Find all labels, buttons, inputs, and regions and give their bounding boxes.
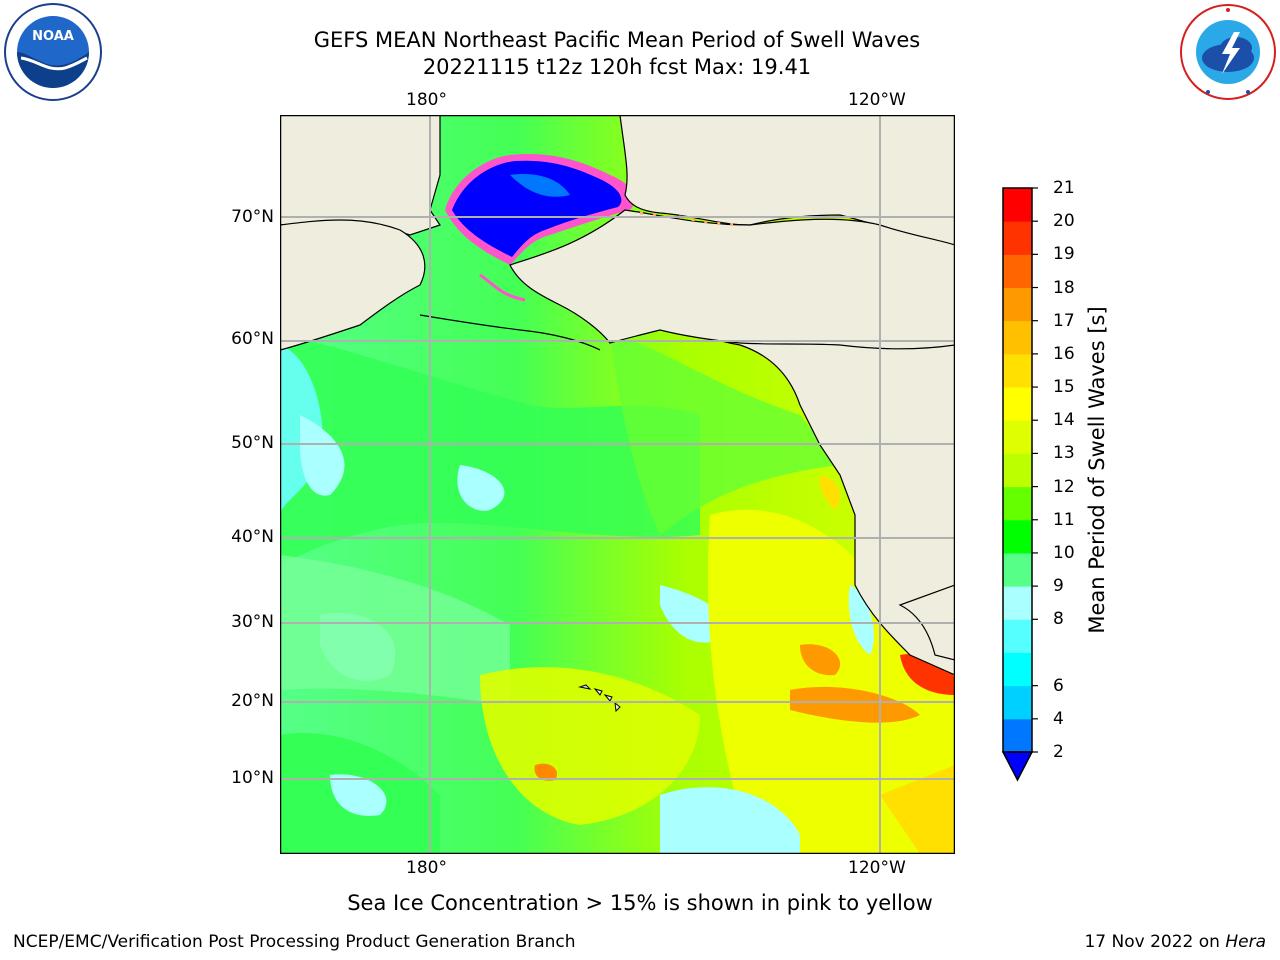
lon-label-bottom-120w: 120°W — [848, 858, 906, 878]
lat-label-40n: 40°N — [231, 527, 274, 547]
colorbar-tick-label: 15 — [1053, 377, 1075, 398]
chart-subtitle: 20221115 t12z 120h fcst Max: 19.41 — [422, 55, 812, 79]
colorbar-tick-label: 16 — [1053, 343, 1075, 364]
lat-label-50n: 50°N — [231, 433, 274, 453]
colorbar-segment — [1003, 320, 1032, 355]
colorbar-tick-label: 2 — [1053, 742, 1064, 762]
map-plot — [280, 115, 955, 854]
chart-title: GEFS MEAN Northeast Pacific Mean Period … — [313, 28, 921, 52]
lon-label-top-180: 180° — [406, 90, 447, 110]
lat-label-10n: 10°N — [231, 768, 274, 788]
sea-ice-note: Sea Ice Concentration > 15% is shown in … — [347, 891, 933, 915]
colorbar-segment — [1003, 652, 1032, 687]
lat-label-30n: 30°N — [231, 612, 274, 632]
colorbar-tick-label: 14 — [1053, 410, 1075, 431]
colorbar — [1001, 187, 1038, 782]
colorbar-tick-label: 17 — [1053, 310, 1075, 331]
colorbar-tick-label: 21 — [1053, 178, 1075, 198]
lon-label-bottom-180: 180° — [406, 858, 447, 878]
colorbar-extend-triangle — [1001, 751, 1034, 782]
colorbar-tick-label: 9 — [1053, 576, 1064, 597]
colorbar-segment — [1003, 221, 1032, 255]
colorbar-tick-label: 20 — [1053, 211, 1075, 232]
colorbar-tick-label: 19 — [1053, 244, 1075, 265]
colorbar-segment — [1003, 287, 1032, 322]
colorbar-segment — [1003, 254, 1032, 289]
lat-label-20n: 20°N — [231, 691, 274, 711]
lat-label-70n: 70°N — [231, 207, 274, 227]
noaa-logo: NOAA — [4, 3, 102, 101]
colorbar-tick-label: 8 — [1053, 609, 1064, 630]
colorbar-segment — [1003, 685, 1032, 720]
colorbar-segment — [1003, 552, 1032, 587]
colorbar-segment — [1003, 353, 1032, 388]
colorbar-segment — [1003, 420, 1032, 454]
colorbar-tick-label: 13 — [1053, 443, 1075, 464]
colorbar-segment — [1003, 188, 1032, 222]
colorbar-frame — [1002, 187, 1033, 753]
credit-left: NCEP/EMC/Verification Post Processing Pr… — [13, 932, 576, 952]
lon-label-top-120w: 120°W — [848, 90, 906, 110]
colorbar-tick-label: 4 — [1053, 708, 1064, 729]
colorbar-segment — [1003, 486, 1032, 521]
map-frame — [280, 115, 955, 854]
colorbar-title: Mean Period of Swell Waves [s] — [1085, 306, 1109, 634]
colorbar-segment — [1003, 519, 1032, 554]
lat-label-60n: 60°N — [231, 329, 274, 349]
colorbar-tick-label: 12 — [1053, 476, 1075, 497]
colorbar-tick-label: 10 — [1053, 542, 1075, 563]
colorbar-segment — [1003, 718, 1032, 753]
credit-date: 17 Nov 2022 on — [1084, 932, 1220, 952]
colorbar-tick-label: 11 — [1053, 509, 1075, 530]
nws-logo — [1180, 4, 1276, 100]
colorbar-tick-label: 6 — [1053, 675, 1064, 696]
colorbar-segment — [1003, 619, 1032, 653]
colorbar-segment — [1003, 387, 1032, 421]
credit-right: 17 Nov 2022 on Hera — [1084, 932, 1266, 952]
colorbar-segment — [1003, 586, 1032, 620]
svg-text:NOAA: NOAA — [32, 29, 74, 44]
colorbar-tick-label: 18 — [1053, 277, 1075, 298]
credit-host: Hera — [1225, 932, 1266, 952]
colorbar-segment — [1003, 453, 1032, 488]
